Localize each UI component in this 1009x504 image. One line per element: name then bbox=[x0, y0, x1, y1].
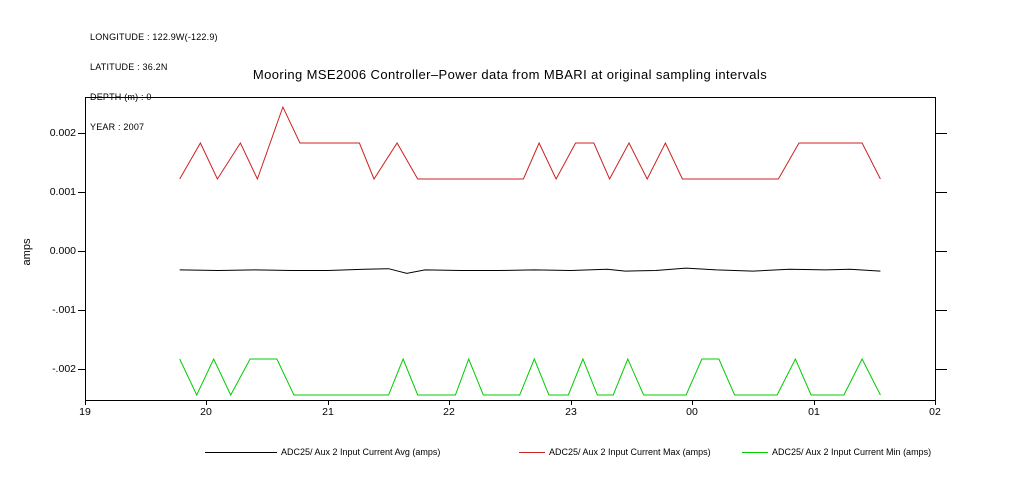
x-tick-label: 21 bbox=[322, 406, 334, 418]
chart-title: Mooring MSE2006 Controller–Power data fr… bbox=[252, 67, 768, 82]
series-line-max bbox=[179, 105, 881, 181]
series-line-avg bbox=[179, 267, 881, 274]
y-tick-label: 0.001 bbox=[49, 186, 76, 198]
y-tick-label: -.002 bbox=[52, 363, 76, 375]
legend-line-sample-min bbox=[742, 451, 768, 453]
legend-item-max: ADC25/ Aux 2 Input Current Max (amps) bbox=[519, 446, 711, 458]
info-longitude: LONGITUDE : 122.9W(-122.9) bbox=[90, 32, 218, 42]
x-tick-label: 19 bbox=[79, 406, 91, 418]
x-tick-label: 01 bbox=[808, 406, 820, 418]
y-tick-label: -.001 bbox=[52, 304, 76, 316]
legend-label-max: ADC25/ Aux 2 Input Current Max (amps) bbox=[549, 447, 711, 457]
legend-item-avg: ADC25/ Aux 2 Input Current Avg (amps) bbox=[205, 446, 440, 458]
info-latitude: LATITUDE : 36.2N bbox=[90, 62, 168, 72]
info-year: YEAR : 2007 bbox=[90, 122, 145, 132]
y-tick-label: 0.000 bbox=[49, 245, 76, 257]
x-tick-label: 02 bbox=[929, 406, 941, 418]
legend-label-avg: ADC25/ Aux 2 Input Current Avg (amps) bbox=[281, 447, 441, 457]
plot-frame bbox=[85, 97, 936, 401]
legend-item-min: ADC25/ Aux 2 Input Current Min (amps) bbox=[742, 446, 931, 458]
x-tick-label: 20 bbox=[200, 406, 212, 418]
legend: ADC25/ Aux 2 Input Current Avg (amps) AD… bbox=[0, 446, 1009, 460]
legend-line-sample-avg bbox=[205, 451, 277, 453]
legend-label-min: ADC25/ Aux 2 Input Current Min (amps) bbox=[772, 447, 932, 457]
x-tick-label: 22 bbox=[443, 406, 455, 418]
x-tick-label: 23 bbox=[565, 406, 577, 418]
y-tick-label: 0.002 bbox=[49, 127, 76, 139]
legend-line-sample-max bbox=[519, 451, 545, 453]
x-tick-label: 00 bbox=[686, 406, 698, 418]
series-line-min bbox=[179, 357, 881, 397]
